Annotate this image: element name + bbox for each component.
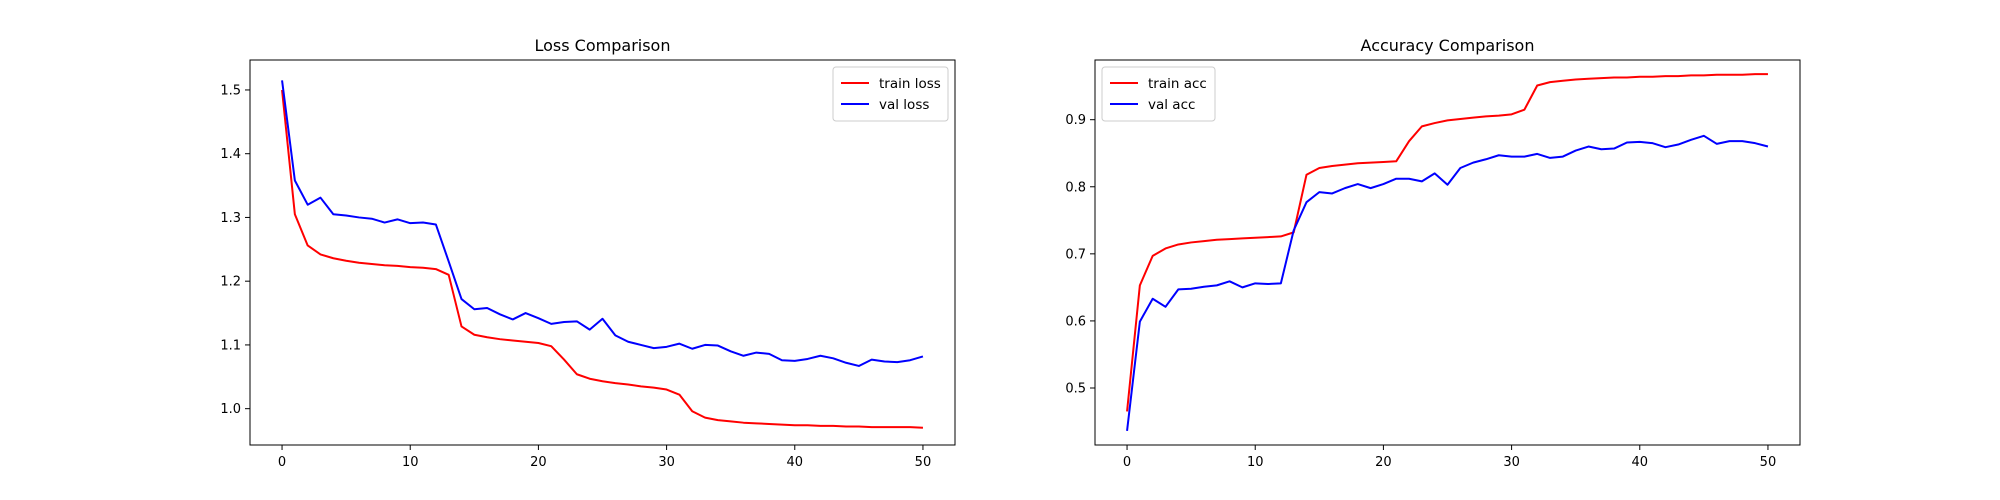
- chart-2-xtick-label: 50: [1760, 455, 1777, 470]
- chart-2-ytick-label: 0.7: [1065, 247, 1086, 262]
- chart-2-legend: train acc val acc: [1101, 66, 1216, 122]
- chart-2-xtick-label: 40: [1631, 455, 1648, 470]
- chart-2-ytick-label: 0.5: [1065, 381, 1086, 396]
- chart-1-ytick-label: 1.0: [220, 402, 241, 417]
- chart-1-legend-label-val-loss: val loss: [879, 97, 929, 113]
- chart-1-ytick-label: 1.3: [220, 211, 241, 226]
- chart-1-ytick-label: 1.4: [220, 147, 241, 162]
- chart-1-legend: train loss val loss: [832, 66, 949, 122]
- chart-2-legend-box: [1101, 66, 1216, 122]
- chart-2-legend-label-val-acc: val acc: [1148, 97, 1195, 113]
- chart-2-axes-frame: [1094, 59, 1801, 446]
- chart-2-series-val-acc-line: [1126, 134, 1769, 432]
- chart-2-xtick-label: 10: [1247, 455, 1264, 470]
- chart-2-ytick-label: 0.8: [1065, 180, 1086, 195]
- chart-1-xtick-label: 20: [530, 455, 547, 470]
- chart-1-series-train-loss-line: [281, 89, 923, 429]
- chart-1-legend-label-train-loss: train loss: [879, 76, 941, 92]
- chart-2-title: Accuracy Comparison: [1361, 36, 1535, 55]
- chart-1-ytick-label: 1.5: [220, 83, 241, 98]
- chart-1-xtick-label: 40: [786, 455, 803, 470]
- chart-1-ytick-label: 1.1: [220, 338, 241, 353]
- chart-1-series-val-loss-line: [281, 80, 924, 367]
- chart-2-series-train-acc-line: [1126, 73, 1768, 412]
- chart-1-ytick-label: 1.2: [220, 275, 241, 290]
- chart-1-xtick-label: 50: [915, 455, 932, 470]
- chart-2-ytick-label: 0.6: [1065, 314, 1086, 329]
- chart-2-group: Accuracy Comparison 0 10 20 30 40 50 0.5 0.6 0.7 0…: [1065, 36, 1801, 470]
- chart-2-ytick-label: 0.9: [1065, 113, 1086, 128]
- chart-2-xtick-label: 0: [1123, 455, 1131, 470]
- chart-1-group: Loss Comparison 0 10 20 30 40 50 1.0 1.1 1.2 1.3 1.…: [220, 36, 956, 470]
- chart-1-xtick-label: 30: [658, 455, 675, 470]
- chart-2-xtick-label: 30: [1503, 455, 1520, 470]
- chart-1-title: Loss Comparison: [535, 36, 671, 55]
- chart-1-legend-box: [832, 66, 949, 122]
- chart-1-xtick-label: 10: [402, 455, 419, 470]
- chart-2-xtick-label: 20: [1375, 455, 1392, 470]
- chart-2-legend-label-train-acc: train acc: [1148, 76, 1207, 92]
- chart-1-axes-frame: [249, 59, 956, 446]
- chart-1-xtick-label: 0: [278, 455, 286, 470]
